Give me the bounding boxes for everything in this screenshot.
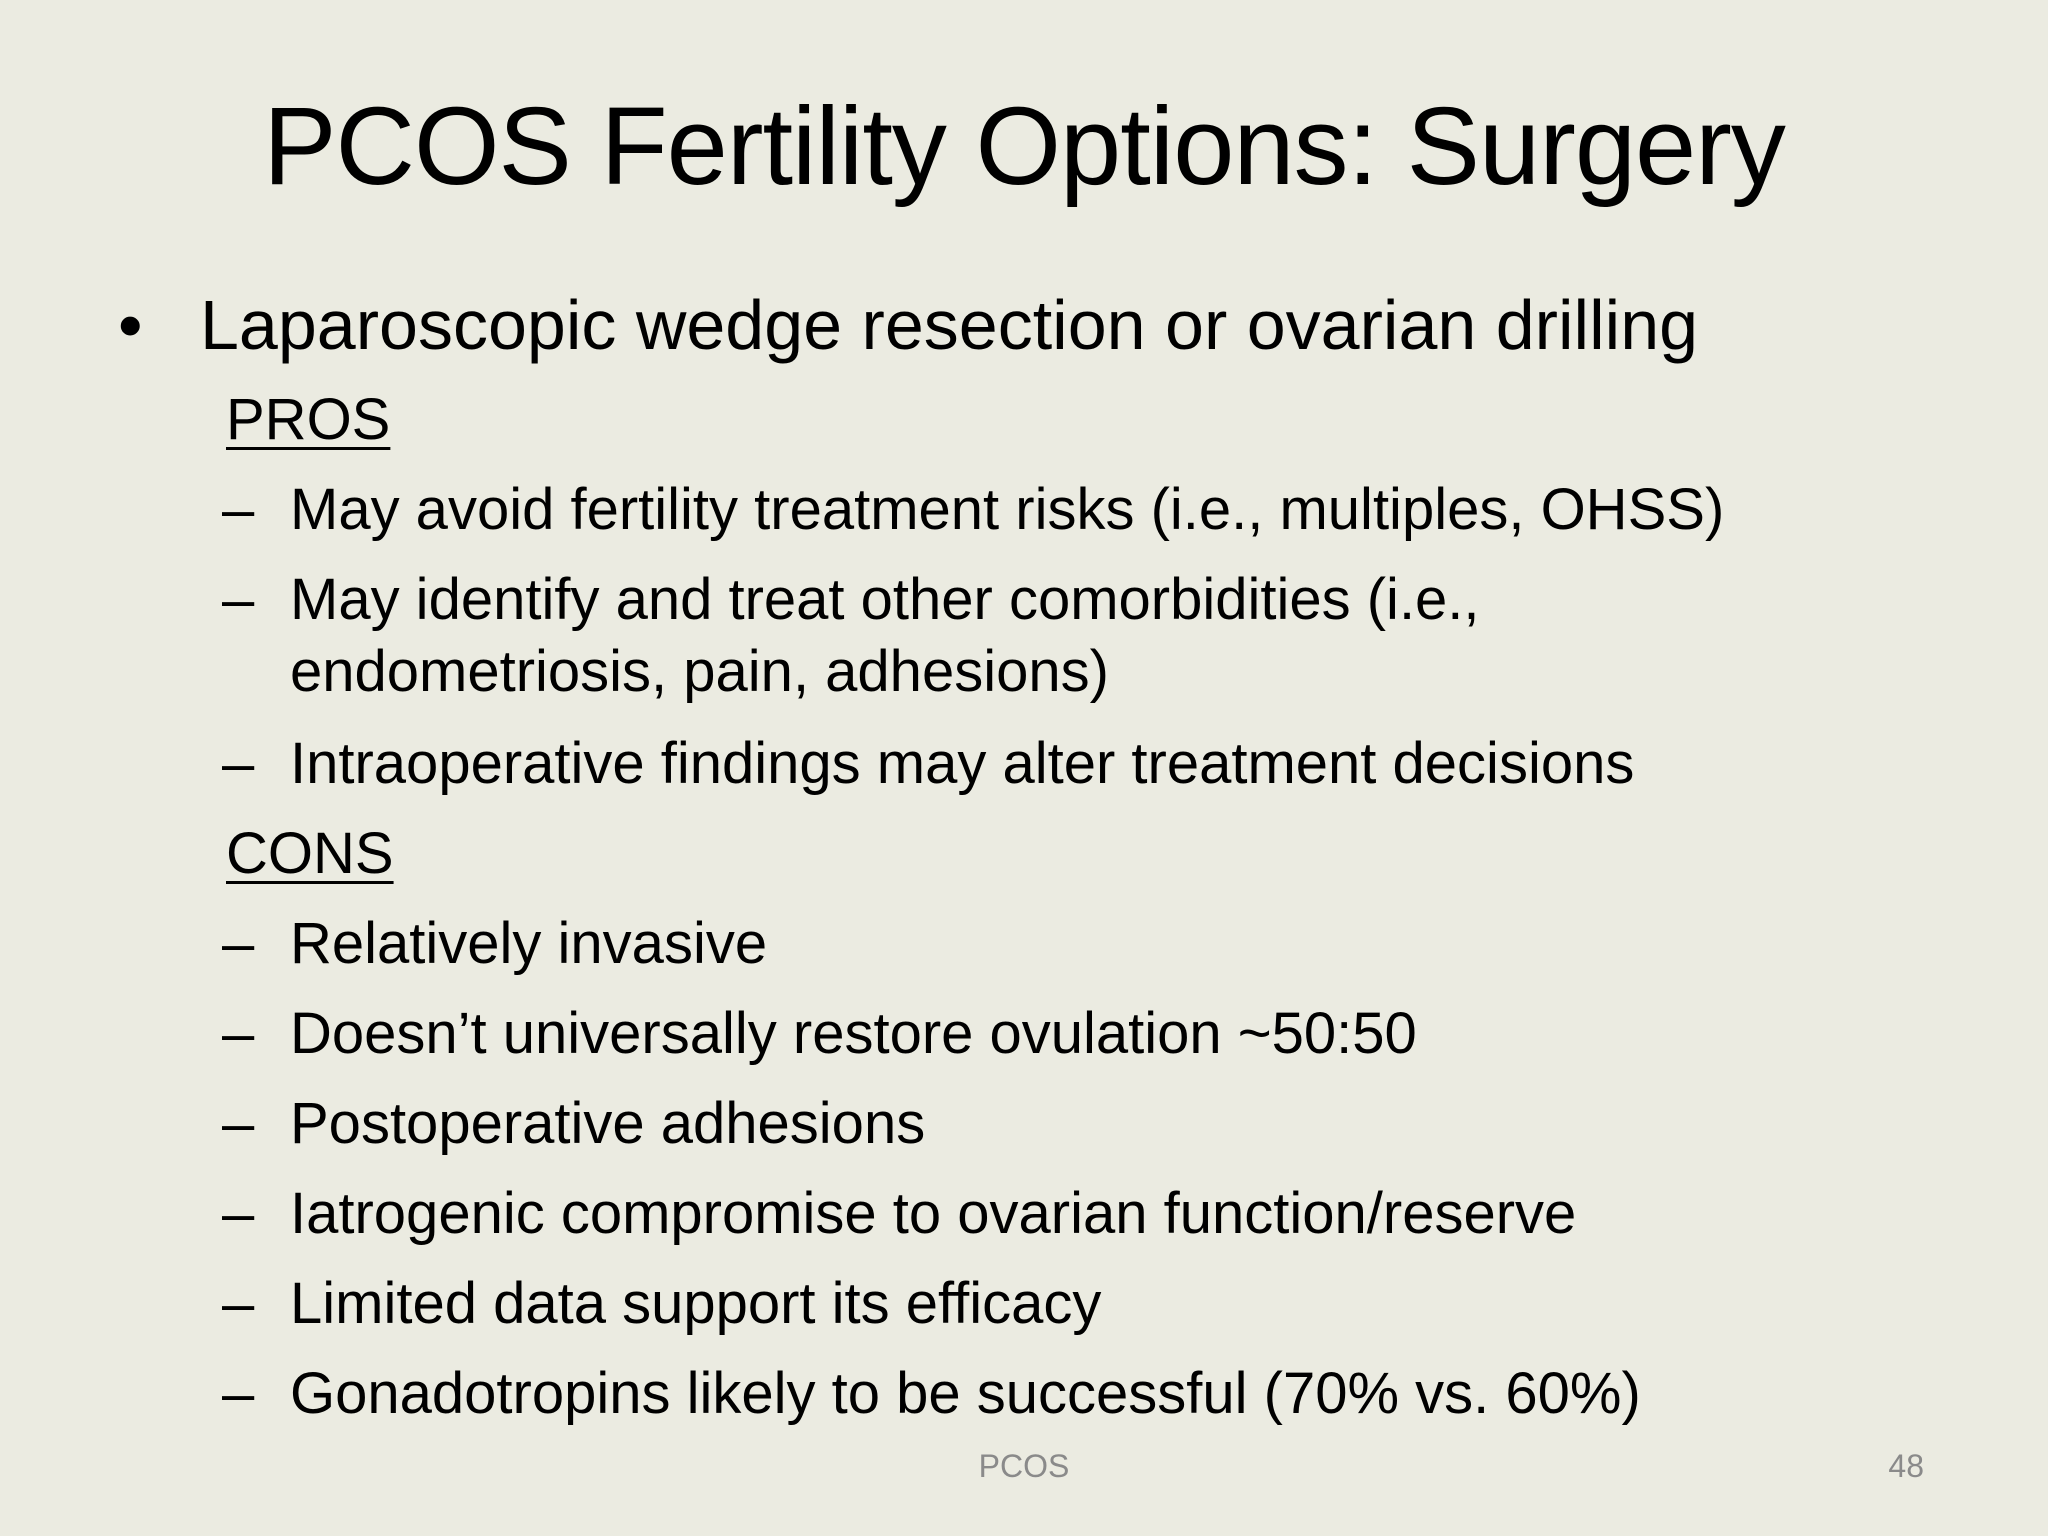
cons-item: – Doesn’t universally restore ovulation … (222, 998, 1417, 1070)
cons-item: – Limited data support its efficacy (222, 1268, 1101, 1340)
dash-marker: – (222, 1091, 255, 1156)
cons-item: – Iatrogenic compromise to ovarian funct… (222, 1178, 1576, 1250)
dash-marker: – (222, 1001, 255, 1066)
pros-item-text: May avoid fertility treatment risks (i.e… (290, 477, 1725, 542)
slide-number: 48 (1888, 1448, 1924, 1484)
cons-item-text: Postoperative adhesions (290, 1091, 926, 1156)
main-bullet: • Laparoscopic wedge resection or ovarian… (118, 285, 1698, 365)
pros-item: – May identify and treat other comorbidi… (222, 564, 1480, 708)
pros-item-text: May identify and treat other comorbiditi… (290, 567, 1480, 632)
cons-heading: CONS (226, 821, 394, 886)
dash-marker: – (222, 567, 255, 632)
bullet-marker: • (118, 286, 143, 364)
pros-item: – Intraoperative findings may alter trea… (222, 728, 1634, 800)
cons-item-text: Limited data support its efficacy (290, 1271, 1102, 1336)
pros-item-text: Intraoperative findings may alter treatm… (290, 731, 1635, 796)
cons-item: – Relatively invasive (222, 908, 767, 980)
cons-item-text: Doesn’t universally restore ovulation ~5… (290, 1001, 1417, 1066)
pros-item: – May avoid fertility treatment risks (i… (222, 474, 1724, 546)
cons-item: – Gonadotropins likely to be successful … (222, 1358, 1641, 1430)
slide-title: PCOS Fertility Options: Surgery (263, 85, 1786, 208)
pros-item-text-continued: endometriosis, pain, adhesions) (290, 639, 1109, 704)
cons-item-text: Iatrogenic compromise to ovarian functio… (290, 1181, 1577, 1246)
dash-marker: – (222, 1361, 255, 1426)
footer-label: PCOS (978, 1448, 1070, 1484)
dash-marker: – (222, 477, 255, 542)
pros-heading: PROS (226, 387, 391, 452)
dash-marker: – (222, 1181, 255, 1246)
cons-item-text: Gonadotropins likely to be successful (7… (290, 1361, 1641, 1426)
dash-marker: – (222, 911, 255, 976)
main-bullet-text: Laparoscopic wedge resection or ovarian … (200, 286, 1699, 364)
dash-marker: – (222, 1271, 255, 1336)
cons-item: – Postoperative adhesions (222, 1088, 925, 1160)
dash-marker: – (222, 731, 255, 796)
cons-item-text: Relatively invasive (290, 911, 768, 976)
